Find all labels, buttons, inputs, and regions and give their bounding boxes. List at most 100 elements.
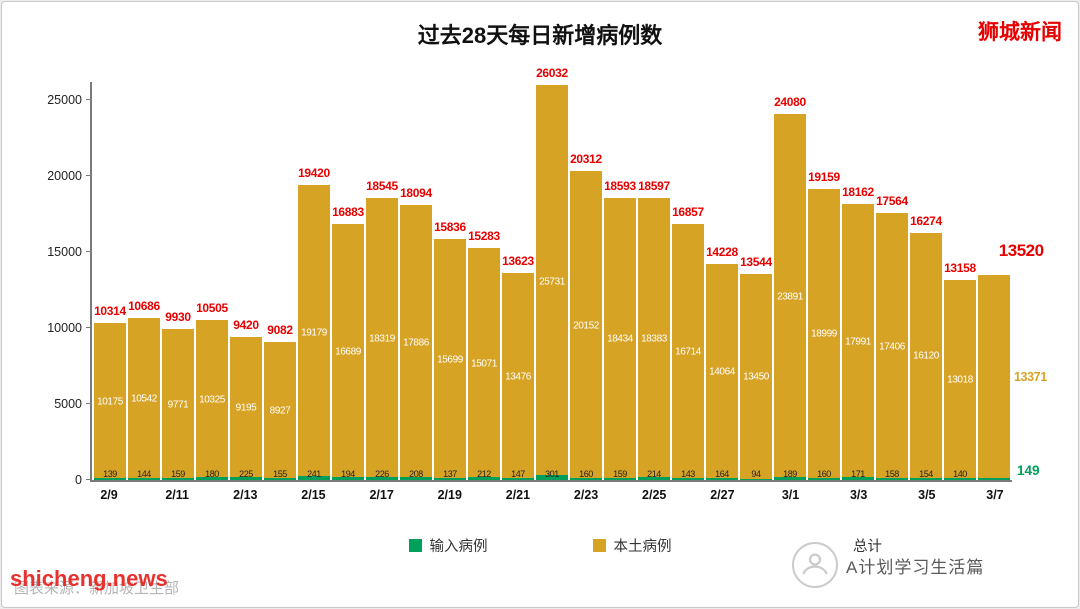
imported-cases-segment xyxy=(876,477,908,480)
bar-2/16: 16883 16689 194 xyxy=(332,82,364,480)
imported-cases-segment xyxy=(774,477,806,480)
local-cases-label: 19179 xyxy=(301,327,327,338)
imported-cases-segment xyxy=(604,477,636,480)
imported-cases-label: 140 xyxy=(953,469,967,479)
bar-2/20: 15283 15071 212 xyxy=(468,82,500,480)
x-axis-tick-label: 2/27 xyxy=(710,488,735,502)
local-cases-segment xyxy=(128,317,160,478)
local-cases-segment xyxy=(434,239,466,478)
bar-chart: 10314 10175 139 10686 10542 144 9930 9771 159 105… xyxy=(47,66,1047,502)
y-axis-tick-mark xyxy=(86,403,92,405)
imported-cases-label: 171 xyxy=(851,469,865,479)
bar-2/14: 9082 8927 155 xyxy=(264,82,296,480)
local-cases-label: 10325 xyxy=(199,394,225,406)
local-cases-segment xyxy=(706,263,738,478)
bar-2/10: 10686 10542 144 xyxy=(128,82,160,480)
imported-cases-label: 194 xyxy=(341,469,355,479)
total-cases-label: 15836 xyxy=(434,220,466,235)
imported-cases-label: 149 xyxy=(1017,463,1040,478)
plot-area: 10314 10175 139 10686 10542 144 9930 9771 159 105… xyxy=(94,66,1047,480)
imported-cases-segment xyxy=(570,477,602,480)
imported-cases-label: 158 xyxy=(885,469,899,479)
imported-cases-segment xyxy=(978,477,1010,480)
total-cases-label: 14228 xyxy=(706,244,738,259)
brand-watermark-top-right: 狮城新闻 xyxy=(978,21,1062,44)
total-cases-label: 16274 xyxy=(910,213,942,228)
imported-cases-segment xyxy=(128,477,160,480)
imported-cases-label: 137 xyxy=(443,469,457,479)
legend-swatch xyxy=(408,539,422,552)
local-cases-label: 16689 xyxy=(335,346,361,358)
imported-cases-label: 180 xyxy=(205,469,219,479)
chart-source-text: 图表来源：新加坡卫生部 xyxy=(14,580,180,597)
y-axis-tick-label: 0 xyxy=(75,473,82,487)
y-axis-tick-mark xyxy=(86,479,92,480)
bar-2/9: 10314 10175 139 xyxy=(94,82,126,480)
imported-cases-segment xyxy=(740,478,772,480)
local-cases-segment xyxy=(808,188,840,478)
total-cases-label: 13520 xyxy=(998,240,1044,260)
imported-cases-segment xyxy=(196,477,228,480)
bar-2/13: 9420 9195 225 xyxy=(230,82,262,480)
local-cases-segment xyxy=(264,342,296,478)
local-cases-label: 10175 xyxy=(97,396,123,408)
imported-cases-label: 164 xyxy=(715,469,729,479)
imported-cases-segment xyxy=(468,476,500,480)
total-cases-label: 24080 xyxy=(774,95,806,110)
bar-2/26: 16857 16714 143 xyxy=(672,82,704,480)
total-cases-label: 9930 xyxy=(165,310,191,325)
local-cases-label: 13371 xyxy=(1014,370,1047,385)
local-cases-segment xyxy=(400,205,432,477)
imported-cases-label: 155 xyxy=(273,469,287,479)
total-cases-label: 16857 xyxy=(672,204,704,219)
a-plan-watermark-text: A计划学习生活篇 xyxy=(846,557,985,577)
imported-cases-label: 154 xyxy=(919,469,933,479)
total-cases-label: 19420 xyxy=(298,166,330,180)
a-plan-logo-icon xyxy=(792,542,838,588)
local-cases-segment xyxy=(740,274,772,479)
local-cases-segment xyxy=(502,273,534,478)
local-cases-segment xyxy=(468,247,500,477)
imported-cases-segment xyxy=(298,476,330,480)
x-axis-tick-label: 3/1 xyxy=(781,488,800,502)
local-cases-label: 8927 xyxy=(269,405,291,417)
bar-2/28: 13544 13450 94 xyxy=(740,82,772,480)
total-cases-label: 13158 xyxy=(944,261,976,276)
total-cases-label: 16883 xyxy=(332,204,364,219)
local-cases-segment xyxy=(298,185,330,477)
y-axis-tick-label: 10000 xyxy=(47,321,82,336)
imported-cases-label: 212 xyxy=(477,469,491,479)
local-cases-label: 20152 xyxy=(573,320,599,332)
total-cases-label: 18162 xyxy=(842,185,874,200)
local-cases-label: 17886 xyxy=(403,337,429,349)
imported-cases-segment xyxy=(842,477,874,480)
imported-cases-segment xyxy=(264,477,296,480)
imported-cases-label: 147 xyxy=(511,469,525,479)
bar-2/19: 15836 15699 137 xyxy=(434,82,466,480)
shicheng-news-watermark: shicheng.news xyxy=(10,566,168,591)
local-cases-segment xyxy=(162,329,194,478)
x-axis-tick-label: 2/11 xyxy=(165,488,189,502)
imported-cases-segment xyxy=(808,477,840,480)
local-cases-label: 13450 xyxy=(743,371,769,383)
local-cases-label: 18434 xyxy=(607,333,633,345)
local-cases-label: 9771 xyxy=(167,399,189,411)
local-cases-segment xyxy=(366,198,398,477)
local-cases-segment xyxy=(604,197,636,478)
local-cases-label: 13018 xyxy=(947,374,973,386)
imported-cases-segment xyxy=(332,477,364,480)
local-cases-label: 10542 xyxy=(131,393,157,405)
x-axis-tick-label: 3/3 xyxy=(849,488,868,502)
imported-cases-segment xyxy=(672,477,704,480)
bar-3/5: 16274 16120 154 xyxy=(910,82,942,480)
imported-cases-label: 94 xyxy=(751,469,761,479)
x-axis-tick-label: 3/5 xyxy=(918,488,936,502)
total-cases-label: 10686 xyxy=(128,298,160,313)
y-axis-tick-label: 20000 xyxy=(47,169,82,184)
imported-cases-segment xyxy=(162,477,194,480)
bar-2/12: 10505 10325 180 xyxy=(196,82,228,480)
bar-3/6: 13158 13018 140 xyxy=(944,82,976,480)
total-cases-label: 13544 xyxy=(740,255,772,270)
total-cases-label: 18094 xyxy=(400,186,432,201)
